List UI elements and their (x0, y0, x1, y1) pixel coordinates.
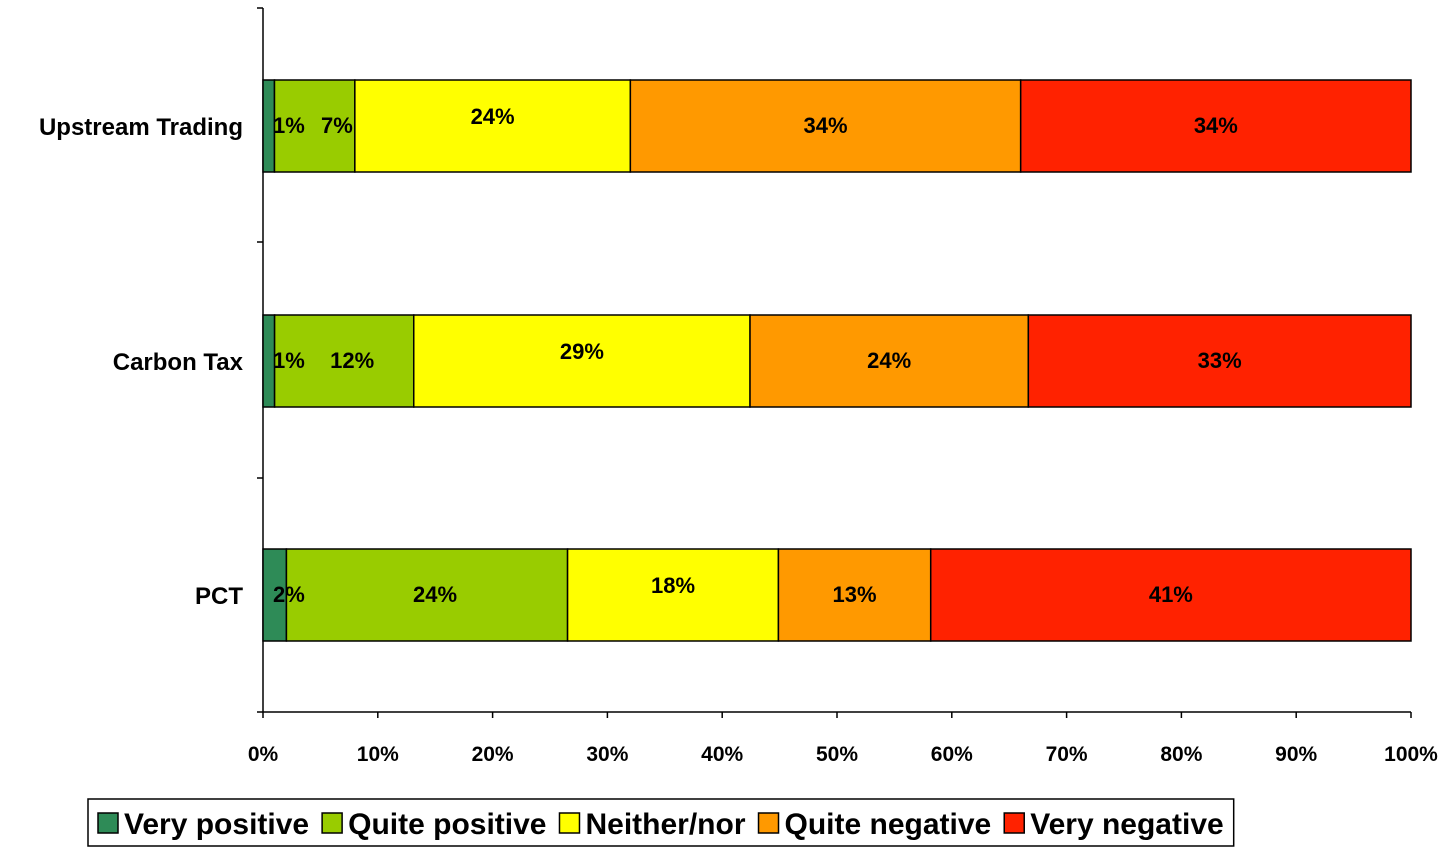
bar-segment (285, 548, 569, 642)
data-label: 24% (867, 348, 911, 373)
x-tick-label: 0% (248, 743, 279, 766)
bar-segment (566, 548, 780, 642)
legend-box (87, 798, 1235, 847)
bar-segment (1027, 314, 1412, 408)
category-labels: Upstream Trading Carbon Tax PCT (39, 114, 244, 610)
data-label: 34% (1194, 113, 1238, 138)
bar-segment (273, 79, 356, 173)
bar-segment (273, 314, 415, 408)
data-label: 34% (803, 113, 847, 138)
data-label: 33% (1198, 348, 1242, 373)
data-label: 18% (651, 573, 695, 598)
x-tick-label: 30% (586, 743, 628, 766)
bar-segment (1019, 79, 1412, 173)
bar-segment (354, 79, 632, 173)
category-label: Carbon Tax (113, 349, 244, 376)
data-label: 1% (273, 348, 305, 373)
x-tick-label: 60% (931, 743, 973, 766)
x-tick-label: 80% (1160, 743, 1202, 766)
bar-segment (749, 314, 1030, 408)
legend-label: Quite negative (785, 808, 992, 841)
legend-swatch (321, 812, 343, 834)
legend-label: Neither/nor (585, 808, 745, 841)
data-label: 2% (273, 582, 305, 607)
legend-swatch (558, 812, 581, 834)
data-label: 41% (1149, 582, 1193, 607)
x-tick-label: 70% (1046, 743, 1088, 766)
data-label: 7% (321, 113, 353, 138)
x-tick-label: 10% (357, 743, 399, 766)
legend-label: Quite positive (348, 808, 546, 841)
category-label: Upstream Trading (39, 114, 243, 141)
legend-swatch (1003, 812, 1025, 834)
data-label: 29% (560, 339, 604, 364)
category-label: PCT (195, 583, 243, 610)
data-label: 24% (471, 104, 515, 129)
bar-segment (929, 548, 1412, 642)
x-tick-label: 90% (1275, 743, 1317, 766)
data-label: 1% (273, 113, 305, 138)
legend-label: Very positive (124, 808, 309, 841)
x-tick-labels: 0% 10% 20% 30% 40% 50% 60% 70% 80% 90% 100% (248, 743, 1438, 766)
data-label: 24% (413, 582, 457, 607)
legend-swatch (757, 812, 780, 834)
x-tick-label: 50% (816, 743, 858, 766)
bars: 1% 7% 24% 34% 34% 1% 12% 29% 24% 33% 2% 24% 18% 13% 41… (262, 79, 1412, 642)
bar-segment (629, 79, 1022, 173)
x-tick-label: 20% (472, 743, 514, 766)
x-tick-label: 40% (701, 743, 743, 766)
legend-label: Very negative (1030, 808, 1223, 841)
x-tick-label: 100% (1384, 743, 1438, 766)
legend-swatch (97, 812, 119, 834)
legend: Very positive Quite positive Neither/nor Qu… (87, 798, 1235, 847)
bar-segment (412, 314, 751, 408)
data-label: 12% (330, 348, 374, 373)
data-label: 13% (833, 582, 877, 607)
